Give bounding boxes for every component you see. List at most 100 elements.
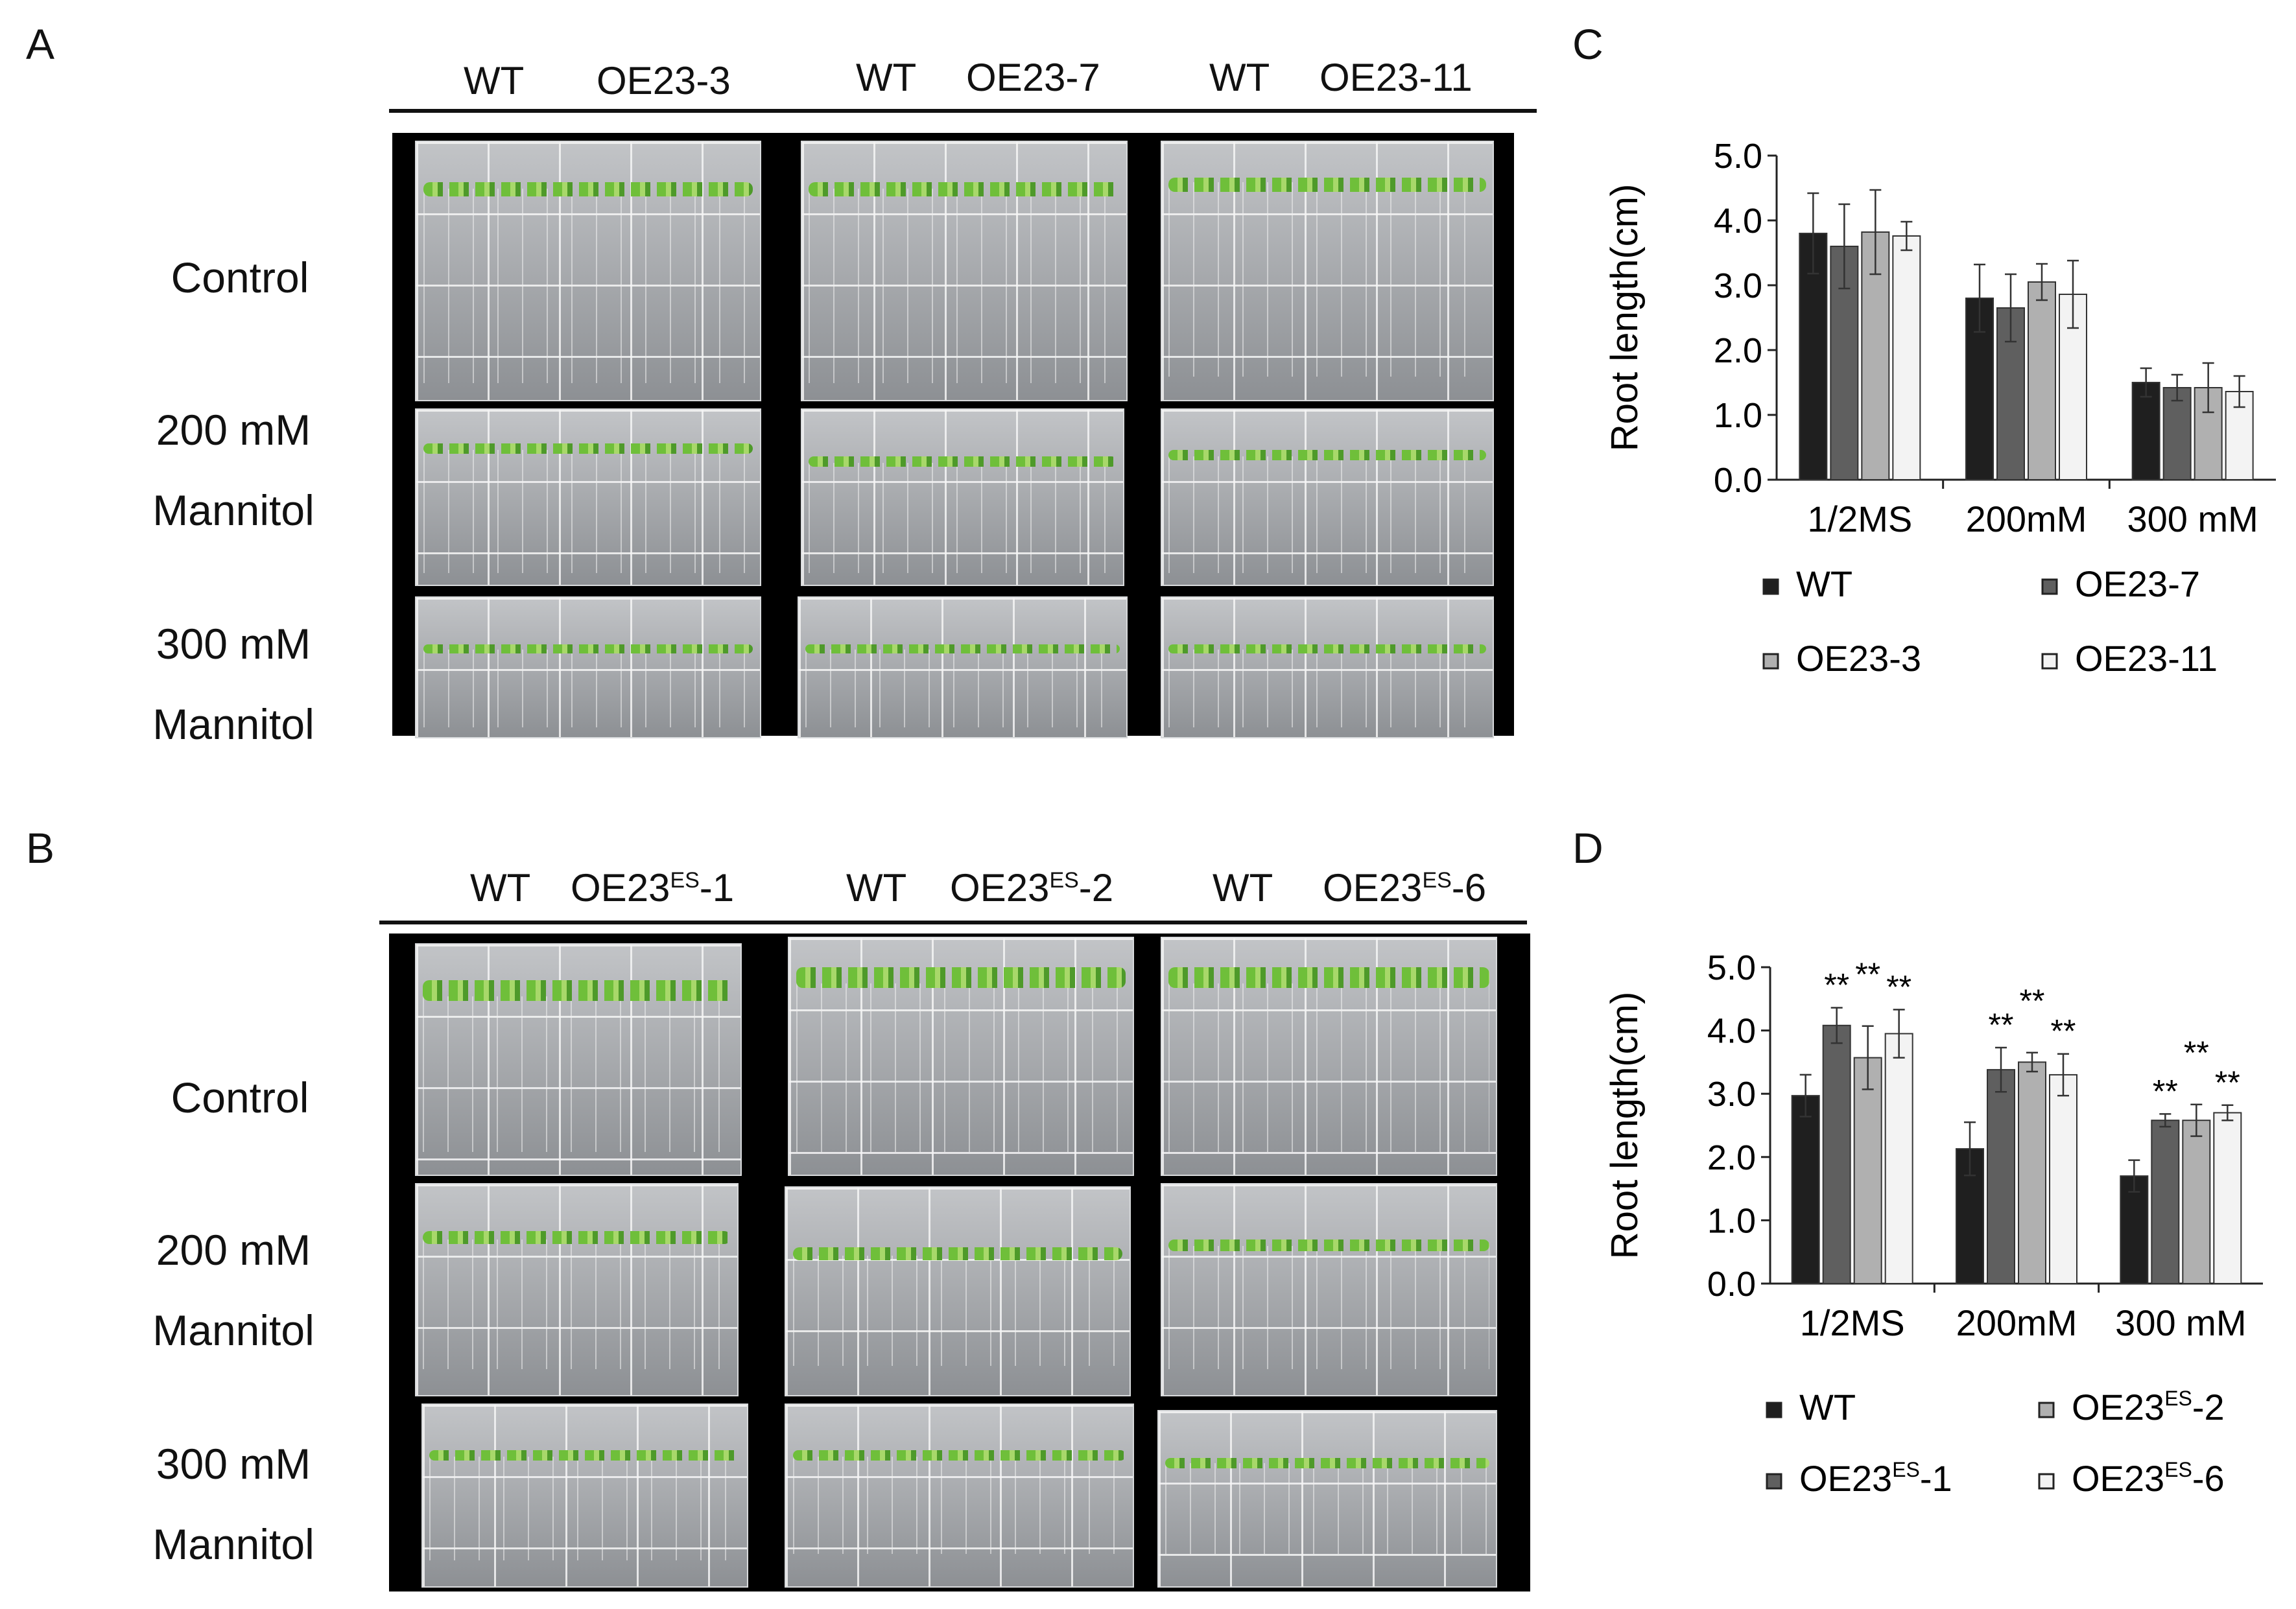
- bar: [2028, 281, 2056, 480]
- panel-d-letter: D: [1572, 824, 1604, 872]
- plate-b-200mm-2: [785, 1186, 1131, 1396]
- significance-mark: **: [1886, 969, 1911, 1005]
- x-tick-label: 300 mM: [2115, 1302, 2246, 1343]
- plate-b-control-1: [415, 943, 742, 1176]
- significance-mark: **: [2153, 1073, 2178, 1109]
- plate-b-300mm-3: [1157, 1410, 1497, 1588]
- plate-b-300mm-1: [421, 1403, 748, 1588]
- y-tick-label: 3.0: [1707, 1075, 1756, 1114]
- legend-label: WT: [1799, 1387, 1856, 1427]
- plate-a-control-2: [801, 141, 1128, 401]
- plate-b-200mm-3: [1161, 1183, 1497, 1396]
- panel-b-letter: B: [26, 824, 55, 872]
- significance-mark: **: [1989, 1007, 2014, 1043]
- legend-swatch: [1766, 1473, 1782, 1490]
- legend-swatch: [2041, 578, 2058, 595]
- plate-a-300mm-1: [415, 596, 761, 738]
- plate-b-300mm-2: [785, 1403, 1134, 1588]
- plate-a-200mm-3: [1161, 408, 1494, 586]
- bar: [2120, 1175, 2149, 1284]
- row-label-b-200mm: 200 mM Mannitol: [152, 1226, 314, 1354]
- y-axis-label: Root length(cm): [1604, 992, 1646, 1260]
- significance-mark: **: [1855, 956, 1880, 992]
- y-tick-label: 4.0: [1707, 1012, 1756, 1051]
- bar: [1884, 1033, 1913, 1284]
- significance-mark: **: [2215, 1064, 2240, 1101]
- column-label-oe23es-6: OE23ES-6: [1323, 866, 1487, 910]
- bar: [1822, 1024, 1851, 1285]
- y-tick-label: 5.0: [1707, 948, 1756, 987]
- y-tick-label: 1.0: [1714, 396, 1762, 435]
- y-tick-label: 2.0: [1707, 1138, 1756, 1177]
- y-tick-label: 1.0: [1707, 1201, 1756, 1240]
- plate-b-control-2: [788, 937, 1134, 1176]
- column-label-wt-3: WT: [1209, 56, 1270, 99]
- bar: [2018, 1061, 2046, 1284]
- row-label-b-300mm: 300 mM Mannitol: [152, 1440, 314, 1568]
- column-label-b-wt-2: WT: [846, 866, 907, 910]
- legend-label: OE23-11: [2075, 638, 2218, 679]
- column-header-rule-b: [379, 921, 1527, 924]
- row-label-200mm: 200 mM Mannitol: [152, 406, 314, 534]
- x-tick-label: 1/2MS: [1800, 1302, 1905, 1343]
- bar: [1987, 1069, 2015, 1284]
- bar: [2162, 387, 2192, 480]
- plate-a-300mm-2: [798, 596, 1128, 738]
- legend-swatch: [2038, 1402, 2055, 1418]
- bar: [2182, 1120, 2211, 1284]
- legend-swatch: [2038, 1473, 2055, 1490]
- x-tick-label: 300 mM: [2127, 499, 2258, 539]
- bar: [1799, 233, 1828, 480]
- legend-label: OE23ES-6: [2072, 1458, 2225, 1499]
- legend-swatch: [1762, 578, 1779, 595]
- significance-mark: **: [2020, 983, 2045, 1019]
- panel-a-photo: [392, 133, 1514, 738]
- plate-a-300mm-3: [1161, 596, 1494, 738]
- bar: [1853, 1057, 1882, 1284]
- column-label-wt-1: WT: [464, 59, 525, 102]
- legend-label: OE23-3: [1796, 638, 1921, 679]
- column-label-b-wt-3: WT: [1213, 866, 1273, 910]
- bar: [1791, 1095, 1820, 1284]
- row-label-b-control: Control: [171, 1074, 309, 1122]
- column-label-oe23-3: OE23-3: [597, 59, 731, 102]
- column-label-oe23es-2: OE23ES-2: [950, 866, 1114, 910]
- y-tick-label: 4.0: [1714, 202, 1762, 241]
- bar: [2151, 1120, 2180, 1284]
- column-header-rule: [389, 109, 1537, 113]
- x-tick-label: 1/2MS: [1807, 499, 1912, 539]
- bar: [1861, 231, 1890, 480]
- column-label-oe23es-1: OE23ES-1: [571, 866, 735, 910]
- legend-swatch: [1762, 653, 1779, 670]
- row-label-300mm: 300 mM Mannitol: [152, 620, 314, 748]
- significance-mark: **: [2184, 1035, 2209, 1071]
- panel-c-letter: C: [1572, 20, 1604, 68]
- legend-label: OE23ES-2: [2072, 1387, 2225, 1427]
- legend-swatch: [2041, 653, 2058, 670]
- bar: [2213, 1112, 2242, 1284]
- significance-mark: **: [1824, 967, 1849, 1003]
- x-tick-label: 200mM: [1966, 499, 2087, 539]
- column-label-oe23-7: OE23-7: [966, 56, 1100, 99]
- plate-a-control-3: [1161, 141, 1494, 401]
- plate-a-control-1: [415, 141, 761, 401]
- chart-d: Root length(cm) 0.0 1.0 2.0 3.0 4.0 5.0 1/2MS **…: [1604, 948, 2263, 1499]
- plate-a-200mm-2: [801, 408, 1124, 586]
- legend-label: OE23ES-1: [1799, 1458, 1952, 1499]
- column-label-oe23-11: OE23-11: [1320, 56, 1473, 99]
- column-label-wt-2: WT: [856, 56, 917, 99]
- plate-a-200mm-1: [415, 408, 761, 586]
- y-tick-label: 5.0: [1714, 137, 1762, 176]
- legend-label: WT: [1796, 563, 1852, 604]
- panel-b-photo: [389, 934, 1530, 1591]
- legend-label: OE23-7: [2075, 563, 2200, 604]
- significance-mark: **: [2051, 1013, 2076, 1050]
- y-axis-label: Root length(cm): [1604, 184, 1646, 452]
- y-tick-label: 0.0: [1714, 461, 1762, 500]
- panel-a-letter: A: [26, 20, 55, 68]
- legend-swatch: [1766, 1402, 1782, 1418]
- y-tick-label: 2.0: [1714, 331, 1762, 370]
- bar: [2131, 382, 2160, 480]
- plate-b-control-3: [1161, 937, 1497, 1176]
- plate-b-200mm-1: [415, 1183, 739, 1396]
